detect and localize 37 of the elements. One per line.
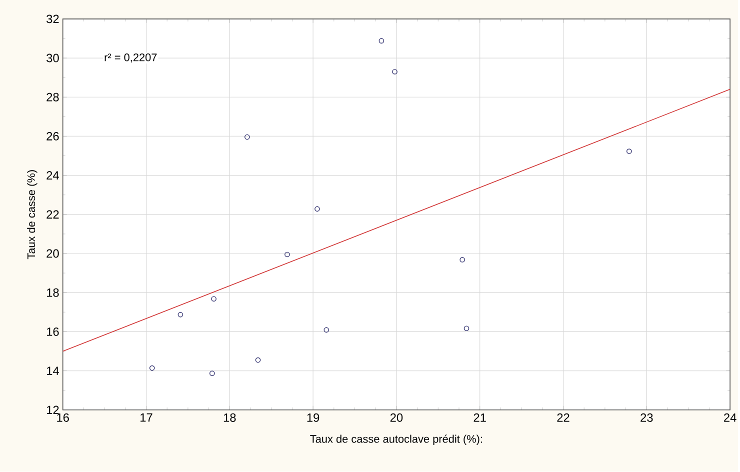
x-axis-title: Taux de casse autoclave prédit (%): (310, 434, 482, 446)
y-tick-label: 28 (46, 93, 59, 102)
y-tick-label: 32 (46, 14, 59, 24)
y-tick-label: 18 (46, 288, 59, 297)
x-tick-label: 20 (390, 414, 403, 422)
y-tick-label: 30 (46, 54, 59, 62)
x-tick-label: 18 (224, 414, 236, 422)
x-tick-label: 23 (640, 414, 653, 422)
point (626, 148, 632, 154)
y-tick-label: 14 (46, 366, 59, 376)
point (378, 38, 384, 44)
annotation: r² = 0,2207 (104, 54, 157, 63)
point (244, 134, 250, 140)
x-tick-label: 16 (57, 414, 69, 422)
point (460, 257, 465, 263)
point (255, 358, 261, 363)
point (464, 326, 470, 332)
point (392, 69, 398, 74)
point (211, 296, 216, 302)
x-tick-label: 24 (724, 414, 736, 422)
y-tick-label: 22 (46, 210, 59, 219)
x-tick-label: 21 (474, 414, 486, 422)
point (209, 370, 215, 376)
y-tick-label: 20 (46, 249, 59, 258)
point (178, 312, 184, 318)
point (314, 206, 320, 212)
point (324, 327, 330, 333)
x-tick-label: 19 (307, 414, 320, 422)
point (284, 252, 290, 258)
y-tick-label: 16 (46, 328, 59, 336)
y-tick-label: 24 (46, 171, 59, 180)
x-tick-label: 17 (140, 414, 152, 422)
y-tick-label: 12 (46, 406, 59, 414)
y-axis-title: Taux de casse (%) (27, 170, 38, 260)
point (149, 366, 155, 371)
x-tick-label: 22 (557, 414, 570, 422)
y-tick-label: 26 (46, 132, 59, 141)
